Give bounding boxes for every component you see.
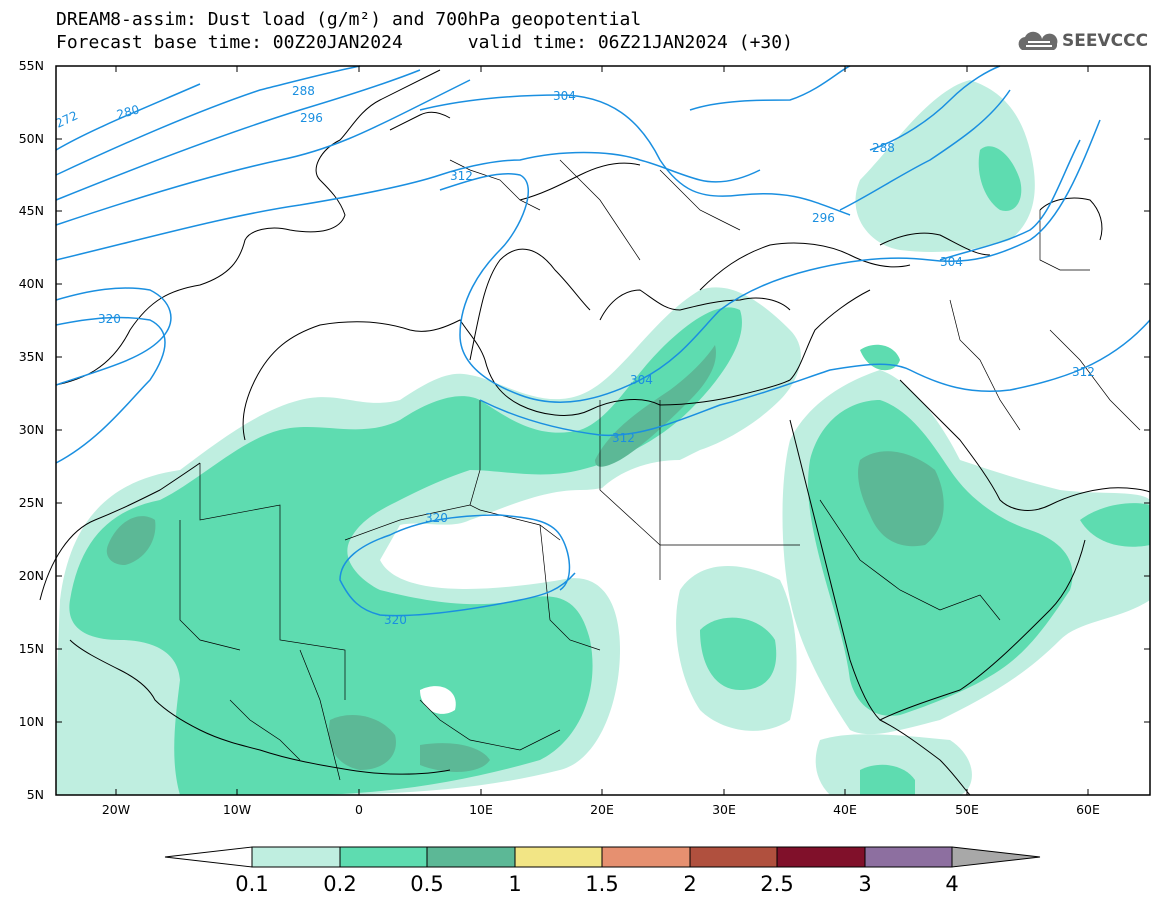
lon-label: 20E xyxy=(590,802,614,817)
contour-label: 280 xyxy=(115,102,141,121)
country-borders xyxy=(179,159,1141,781)
lon-label: 10E xyxy=(469,802,493,817)
lon-label: 20W xyxy=(101,802,131,817)
colorbar-label: 2 xyxy=(683,872,697,896)
colorbar-label: 4 xyxy=(945,872,959,896)
lon-label: 50E xyxy=(955,802,979,817)
coastlines xyxy=(39,69,1151,796)
lon-label: 40E xyxy=(833,802,857,817)
colorbar-label: 1 xyxy=(508,872,522,896)
map-title: DREAM8-assim: Dust load (g/m²) and 700hP… xyxy=(56,9,642,30)
colorbar-label: 3 xyxy=(858,872,872,896)
contour-label: 320 xyxy=(98,312,121,326)
lat-label: 5N xyxy=(26,787,44,802)
colorbar-label: 0.2 xyxy=(323,872,357,896)
lat-label: 35N xyxy=(18,349,44,364)
lat-label: 40N xyxy=(18,276,44,291)
colorbar-over-arrow xyxy=(951,846,1041,868)
colorbar-under-arrow xyxy=(164,846,253,868)
lat-label: 15N xyxy=(18,641,44,656)
colorbar-swatch xyxy=(251,846,341,868)
colorbar-swatch xyxy=(689,846,778,868)
axis-ticks xyxy=(56,65,1150,795)
lon-label: 60E xyxy=(1076,802,1100,817)
contour-labels: 272 280 288 296 304 312 320 304 296 288 … xyxy=(53,84,1095,627)
contour-label: 288 xyxy=(292,84,315,98)
dust-clear-areas xyxy=(420,460,695,714)
contour-label: 296 xyxy=(812,211,835,225)
colorbar-label: 0.1 xyxy=(235,872,269,896)
contour-label: 312 xyxy=(612,431,635,445)
contour-label: 296 xyxy=(300,111,323,125)
contour-label: 320 xyxy=(425,511,448,525)
lat-label: 30N xyxy=(18,422,44,437)
colorbar-label: 2.5 xyxy=(760,872,794,896)
contour-label: 304 xyxy=(553,89,576,103)
colorbar-swatch xyxy=(426,846,516,868)
contour-label: 304 xyxy=(630,373,653,387)
lat-label: 10N xyxy=(18,714,44,729)
seevccc-logo xyxy=(1018,31,1058,50)
lat-label: 25N xyxy=(18,495,44,510)
lon-label: 10W xyxy=(222,802,252,817)
geopotential-contours xyxy=(55,65,1151,617)
lon-label: 0 xyxy=(355,802,363,817)
colorbar-swatch xyxy=(864,846,953,868)
colorbar-swatch xyxy=(514,846,603,868)
forecast-time-line: Forecast base time: 00Z20JAN2024 valid t… xyxy=(56,32,793,53)
lat-label: 50N xyxy=(18,131,44,146)
lat-label: 45N xyxy=(18,203,44,218)
lat-label: 20N xyxy=(18,568,44,583)
lon-label: 30E xyxy=(712,802,736,817)
contour-label: 312 xyxy=(1072,365,1095,379)
colorbar-label: 1.5 xyxy=(585,872,619,896)
contour-label: 320 xyxy=(384,613,407,627)
colorbar-swatch xyxy=(601,846,691,868)
logo-text: SEEVCCC xyxy=(1062,31,1149,51)
lat-label: 55N xyxy=(18,58,44,73)
colorbar xyxy=(164,846,1041,868)
contour-label: 312 xyxy=(450,169,473,183)
contour-label: 304 xyxy=(940,255,963,269)
colorbar-swatch xyxy=(339,846,428,868)
dust-heavy-shading xyxy=(106,345,944,772)
contour-label: 288 xyxy=(872,141,895,155)
colorbar-label: 0.5 xyxy=(410,872,444,896)
colorbar-swatch xyxy=(776,846,866,868)
